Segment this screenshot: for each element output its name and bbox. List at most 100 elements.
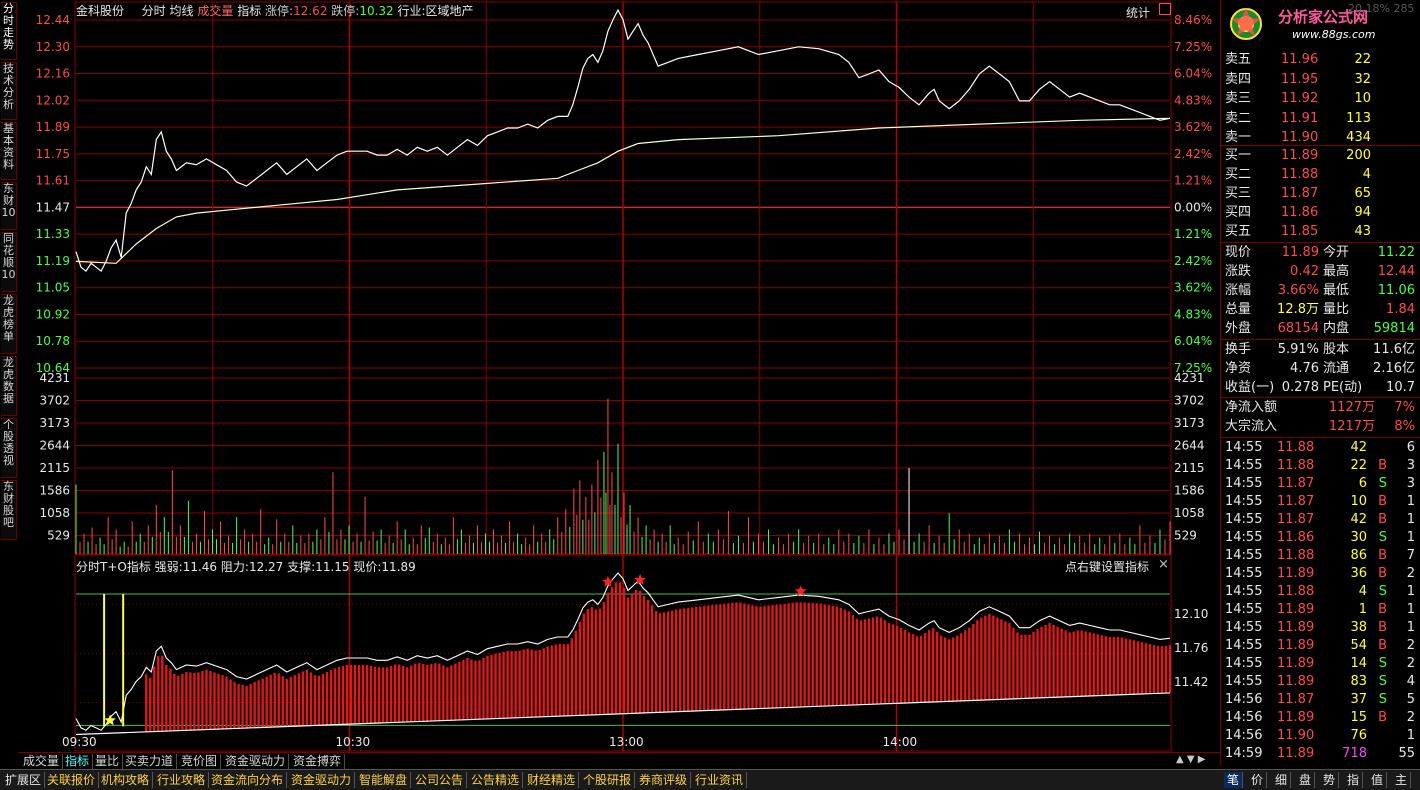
tick-row[interactable]: 14:59 11.89 718 55 bbox=[1225, 744, 1417, 763]
indicator-dotted-gridline bbox=[936, 604, 937, 605]
mode-intraday[interactable]: 分时 bbox=[141, 4, 166, 18]
chart-tab-5[interactable]: 资金驱动力 bbox=[222, 754, 290, 769]
tick-row[interactable]: 14:55 11.86 30 S 1 bbox=[1225, 528, 1417, 547]
tick-row[interactable]: 14:55 11.89 36 B 2 bbox=[1225, 564, 1417, 583]
quote-row[interactable]: 涨跌 0.42 最高 12.44 bbox=[1225, 262, 1417, 281]
indicator-dotted-gridline bbox=[180, 702, 181, 703]
ask-row[interactable]: 卖五 11.96 22 bbox=[1225, 50, 1417, 69]
mode-volume[interactable]: 成交量 bbox=[197, 4, 234, 18]
left-tab-6[interactable]: 龙虎数据 bbox=[1, 356, 17, 416]
detail-tab-1[interactable]: 价 bbox=[1248, 772, 1267, 788]
bid-row[interactable]: 买四 11.86 94 bbox=[1225, 203, 1417, 222]
bid-row[interactable]: 买三 11.87 65 bbox=[1225, 184, 1417, 203]
ask-row[interactable]: 卖一 11.90 434 bbox=[1225, 128, 1417, 147]
stats-button[interactable]: 统计 bbox=[1126, 6, 1151, 20]
chart-tab-4[interactable]: 竞价图 bbox=[178, 754, 222, 769]
status-tab-12[interactable]: 行业资讯 bbox=[692, 772, 748, 788]
quote-row[interactable]: 总量 12.8万 量比 1.84 bbox=[1225, 300, 1417, 319]
scroll-right-icon[interactable]: ▶ bbox=[1197, 754, 1206, 765]
close-icon[interactable]: × bbox=[1158, 557, 1169, 572]
tick-row[interactable]: 14:55 11.88 4 S 1 bbox=[1225, 582, 1417, 601]
flow-row[interactable]: 净流入额 1127万 7% bbox=[1225, 398, 1417, 417]
left-tab-5[interactable]: 龙虎榜单 bbox=[1, 294, 17, 354]
ask-row[interactable]: 卖三 11.92 10 bbox=[1225, 89, 1417, 108]
ask-row[interactable]: 卖四 11.95 32 bbox=[1225, 70, 1417, 89]
tick-row[interactable]: 14:55 11.87 10 B 1 bbox=[1225, 492, 1417, 511]
chart-scroll-controls[interactable]: ▲ ▼ ▶ bbox=[1176, 754, 1216, 768]
bid-row[interactable]: 买二 11.88 4 bbox=[1225, 165, 1417, 184]
tick-row[interactable]: 14:55 11.88 86 B 7 bbox=[1225, 546, 1417, 565]
tick-row[interactable]: 14:56 11.90 76 1 bbox=[1225, 726, 1417, 745]
status-tab-7[interactable]: 公司公告 bbox=[412, 772, 468, 788]
indicator-strength: 强弱:11.46 bbox=[154, 560, 218, 574]
status-tab-11[interactable]: 券商评级 bbox=[636, 772, 692, 788]
left-tab-3[interactable]: 东财10 bbox=[1, 182, 17, 230]
mode-avg[interactable]: 均线 bbox=[169, 4, 194, 18]
indicator-dotted-gridline bbox=[836, 604, 837, 605]
chart-tab-3[interactable]: 买卖力道 bbox=[122, 754, 178, 769]
bid-row[interactable]: 买五 11.85 43 bbox=[1225, 222, 1417, 241]
chart-tab-1[interactable]: 指标 bbox=[62, 754, 94, 769]
tick-row[interactable]: 14:55 11.88 42 6 bbox=[1225, 438, 1417, 457]
detail-tab-3[interactable]: 盘 bbox=[1296, 772, 1315, 788]
detail-tab-5[interactable]: 指 bbox=[1344, 772, 1363, 788]
detail-tab-7[interactable]: 主 bbox=[1392, 772, 1411, 788]
status-tab-6[interactable]: 智能解盘 bbox=[356, 772, 412, 788]
fundamental-row[interactable]: 换手 5.91% 股本 11.6亿 bbox=[1225, 340, 1417, 359]
tick-row[interactable]: 14:55 11.89 1 B 1 bbox=[1225, 600, 1417, 619]
fundamental-row[interactable]: 收益(一) 0.278 PE(动) 10.7 bbox=[1225, 378, 1417, 397]
detail-tab-0[interactable]: 笔 bbox=[1224, 772, 1243, 788]
status-tab-10[interactable]: 个股研报 bbox=[580, 772, 636, 788]
quote-row[interactable]: 外盘 68154 内盘 59814 bbox=[1225, 319, 1417, 338]
status-tab-0[interactable]: 扩展区 bbox=[2, 772, 46, 788]
left-tab-8[interactable]: 东财股吧 bbox=[1, 480, 17, 540]
quote-row[interactable]: 涨幅 3.66% 最低 11.06 bbox=[1225, 281, 1417, 300]
price-axis-label: 11.61 bbox=[36, 174, 70, 188]
tick-row[interactable]: 14:55 11.89 83 S 4 bbox=[1225, 672, 1417, 691]
tick-row[interactable]: 14:55 11.87 42 B 1 bbox=[1225, 510, 1417, 529]
ask-row[interactable]: 卖二 11.91 113 bbox=[1225, 109, 1417, 128]
indicator-dotted-gridline bbox=[236, 653, 237, 654]
status-tab-5[interactable]: 资金驱动力 bbox=[288, 772, 356, 788]
quote-row[interactable]: 现价 11.89 今开 11.22 bbox=[1225, 243, 1417, 262]
tick-row[interactable]: 14:55 11.88 22 B 3 bbox=[1225, 456, 1417, 475]
tick-row[interactable]: 14:56 11.89 15 B 2 bbox=[1225, 708, 1417, 727]
left-tab-1[interactable]: 技术分析 bbox=[1, 62, 17, 120]
left-tab-0[interactable]: 分时走势 bbox=[1, 2, 17, 60]
status-tab-8[interactable]: 公告精选 bbox=[468, 772, 524, 788]
chart-tab-0[interactable]: 成交量 bbox=[20, 754, 64, 769]
indicator-dotted-gridline bbox=[856, 604, 857, 605]
status-tab-2[interactable]: 机构攻略 bbox=[98, 772, 154, 788]
status-tab-4[interactable]: 资金流向分布 bbox=[208, 772, 288, 788]
bid-row[interactable]: 买一 11.89 200 bbox=[1225, 146, 1417, 165]
scroll-down-icon[interactable]: ▼ bbox=[1186, 754, 1195, 765]
left-tab-4[interactable]: 同花顺10 bbox=[1, 232, 17, 292]
left-tab-2[interactable]: 基本资料 bbox=[1, 122, 17, 180]
flow-row[interactable]: 大宗流入 1217万 8% bbox=[1225, 417, 1417, 436]
indicator-dotted-gridline bbox=[440, 653, 441, 654]
detail-tab-6[interactable]: 值 bbox=[1368, 772, 1387, 788]
tick-row[interactable]: 14:55 11.89 38 B 1 bbox=[1225, 618, 1417, 637]
chart-tab-2[interactable]: 量比 bbox=[92, 754, 124, 769]
chart-tab-6[interactable]: 资金搏弈 bbox=[290, 754, 346, 769]
tick-row[interactable]: 14:55 11.89 54 B 2 bbox=[1225, 636, 1417, 655]
indicator-title[interactable]: 分时T+O指标 bbox=[76, 560, 151, 574]
logo-hidden-text: 20.18% 285 bbox=[1348, 2, 1415, 15]
window-toggle-icon[interactable] bbox=[1159, 3, 1171, 15]
status-tab-1[interactable]: 关联报价 bbox=[44, 772, 100, 788]
detail-tab-2[interactable]: 细 bbox=[1272, 772, 1291, 788]
indicator-dotted-gridline bbox=[864, 604, 865, 605]
tick-row[interactable]: 14:55 11.87 6 S 3 bbox=[1225, 474, 1417, 493]
detail-tab-4[interactable]: 势 bbox=[1320, 772, 1339, 788]
fundamental-row[interactable]: 净资 4.76 流通 2.16亿 bbox=[1225, 359, 1417, 378]
indicator-dotted-gridline bbox=[704, 604, 705, 605]
tick-row[interactable]: 14:55 11.89 14 S 2 bbox=[1225, 654, 1417, 673]
status-tab-3[interactable]: 行业攻略 bbox=[154, 772, 210, 788]
left-tab-7[interactable]: 个股透视 bbox=[1, 418, 17, 478]
scroll-up-icon[interactable]: ▲ bbox=[1176, 754, 1184, 765]
status-tab-9[interactable]: 财经精选 bbox=[524, 772, 580, 788]
indicator-dotted-gridline bbox=[220, 702, 221, 703]
mode-indicator[interactable]: 指标 bbox=[237, 4, 262, 18]
tick-row[interactable]: 14:56 11.87 37 S 5 bbox=[1225, 690, 1417, 709]
intraday-chart[interactable]: 12.44 12.30 12.16 12.02 11.89 11.75 11.61 11.47… bbox=[18, 0, 1220, 752]
